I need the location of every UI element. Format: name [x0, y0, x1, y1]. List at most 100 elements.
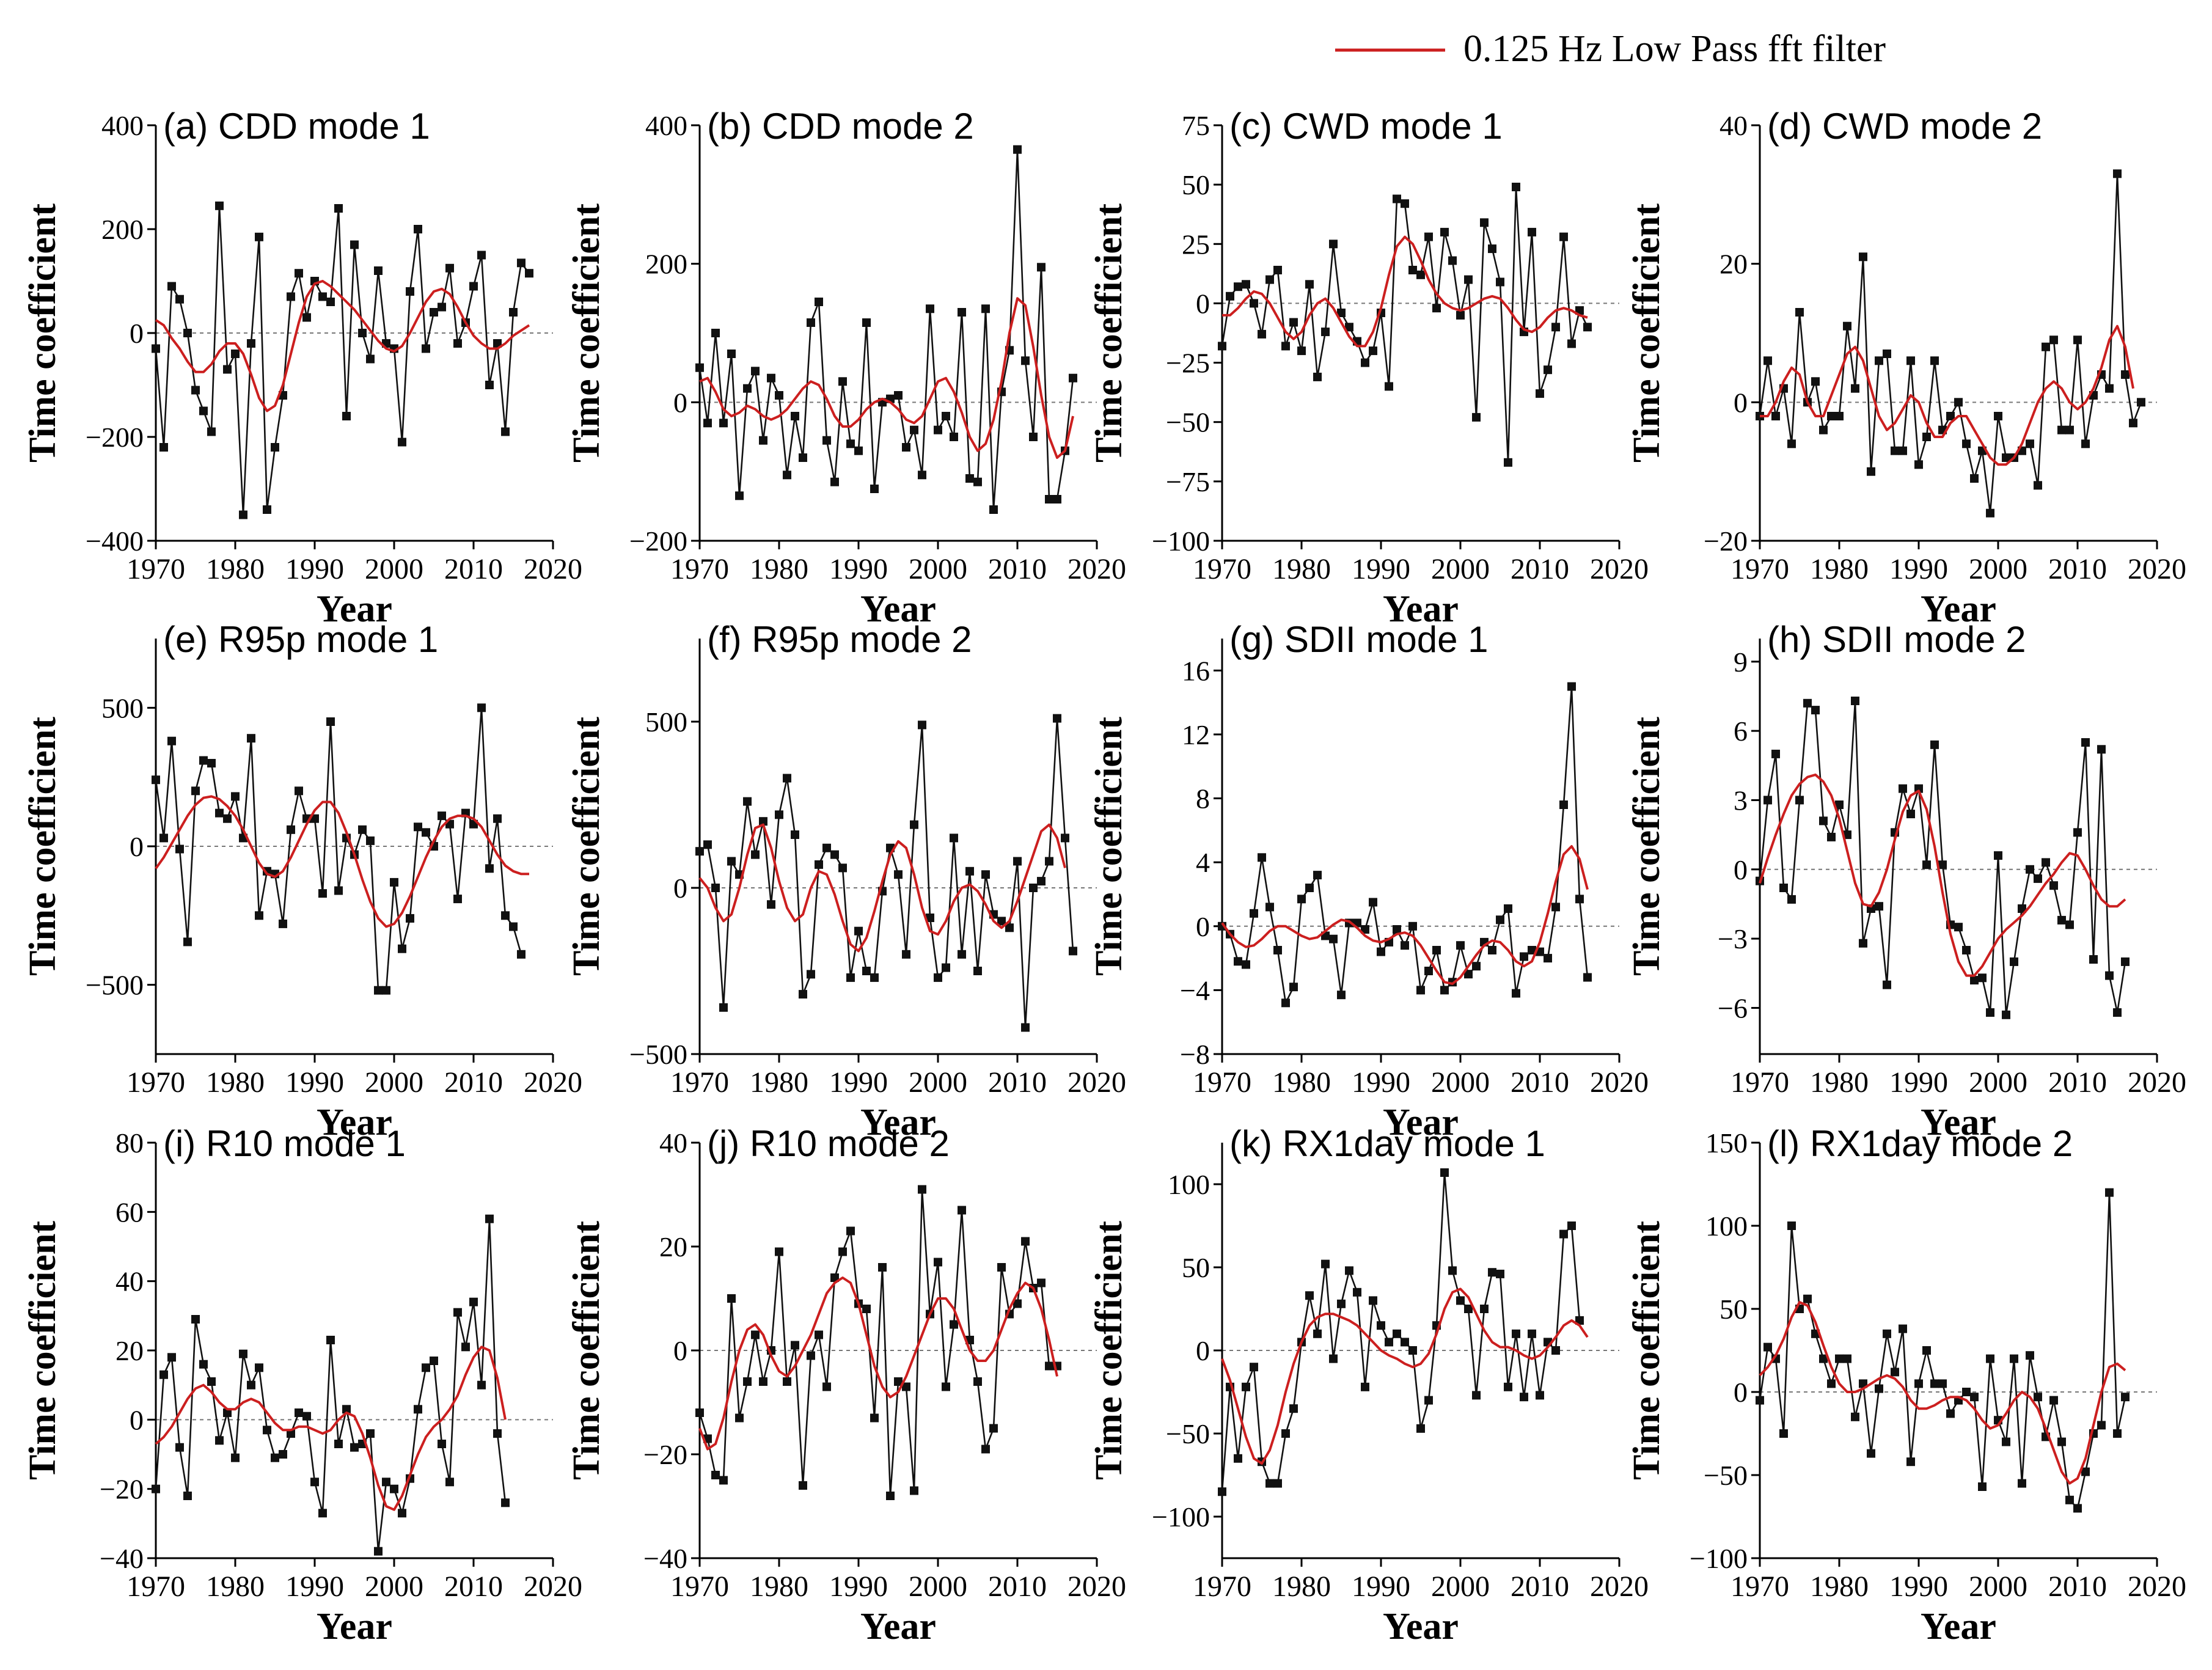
raw-series-line: [698, 1189, 1057, 1496]
raw-data-point: [894, 391, 903, 400]
y-tick-label: 0: [673, 873, 687, 904]
y-tick-label: −40: [643, 1543, 687, 1574]
x-tick-label: 2000: [909, 1570, 967, 1603]
raw-data-point: [846, 439, 855, 449]
raw-data-point: [791, 412, 799, 420]
x-tick-label: 2000: [1431, 1570, 1490, 1603]
raw-data-point: [950, 1320, 958, 1329]
y-tick-label: −20: [100, 1474, 144, 1505]
raw-data-point: [231, 792, 240, 801]
raw-data-point: [2002, 1010, 2010, 1019]
x-tick-label: 1990: [1352, 1066, 1410, 1099]
raw-data-point: [1401, 1338, 1409, 1347]
x-axis-label: Year: [860, 588, 936, 630]
raw-data-point: [239, 510, 247, 519]
raw-data-point: [223, 814, 232, 823]
raw-data-point: [1321, 1259, 1330, 1269]
raw-data-point: [1512, 1329, 1520, 1338]
raw-data-point: [735, 491, 744, 500]
raw-data-point: [318, 1509, 327, 1518]
raw-data-point: [1779, 1429, 1788, 1438]
raw-data-point: [1827, 1379, 1836, 1388]
raw-data-point: [1416, 270, 1425, 279]
y-tick-label: 0: [130, 1404, 144, 1435]
raw-data-point: [1385, 1338, 1393, 1347]
raw-data-point: [1756, 1396, 1764, 1405]
x-axis-label: Year: [1921, 1606, 1996, 1647]
raw-data-point: [1401, 941, 1409, 950]
raw-data-point: [326, 298, 335, 306]
raw-data-point: [1930, 356, 1939, 365]
raw-data-point: [1037, 877, 1046, 886]
y-tick-label: 150: [1705, 1127, 1748, 1159]
raw-data-point: [815, 298, 823, 306]
x-tick-label: 1990: [285, 1066, 344, 1099]
raw-data-point: [231, 1453, 240, 1462]
x-tick-label: 1980: [206, 1570, 265, 1603]
raw-data-point: [1851, 1412, 1859, 1421]
raw-data-point: [453, 895, 462, 904]
raw-data-point: [247, 734, 255, 743]
x-tick-label: 1980: [1272, 553, 1331, 585]
y-tick-label: 20: [115, 1335, 144, 1366]
panel-f: 1970 1980 1990 2000 2010 2020 −500 0 500 (f) R95p…: [566, 619, 1126, 1143]
raw-data-point: [695, 363, 704, 372]
raw-data-point: [1480, 218, 1489, 227]
raw-data-point: [910, 820, 918, 829]
x-tick-label: 1970: [670, 553, 729, 585]
raw-data-point: [807, 1351, 815, 1360]
raw-data-point: [1504, 904, 1512, 913]
raw-data-point: [1551, 1346, 1560, 1355]
raw-data-point: [846, 1226, 855, 1236]
raw-data-point: [1843, 1354, 1851, 1363]
raw-data-point: [422, 1363, 430, 1372]
x-tick-label: 1990: [1889, 1066, 1948, 1099]
raw-data-point: [934, 973, 942, 982]
raw-data-point: [295, 269, 303, 278]
raw-data-point: [1369, 898, 1377, 907]
raw-data-point: [1472, 412, 1481, 422]
raw-data-point: [1218, 1487, 1226, 1496]
y-tick-label: 16: [1182, 655, 1210, 686]
x-tick-label: 2010: [444, 1570, 503, 1603]
raw-data-point: [1819, 1354, 1828, 1363]
x-tick-label: 2020: [524, 553, 582, 585]
raw-data-point: [981, 870, 990, 879]
raw-data-point: [191, 386, 200, 395]
raw-data-point: [390, 1484, 398, 1493]
raw-data-point: [2105, 971, 2114, 980]
x-tick-label: 1970: [1730, 1570, 1789, 1603]
raw-data-point: [1504, 458, 1512, 467]
raw-data-point: [1994, 851, 2002, 860]
raw-data-point: [965, 866, 974, 876]
raw-data-point: [414, 822, 422, 832]
y-tick-label: 0: [1196, 288, 1210, 319]
x-tick-label: 1970: [126, 1570, 185, 1603]
y-tick-label: −200: [629, 526, 687, 557]
raw-data-point: [719, 419, 728, 428]
raw-data-point: [958, 308, 966, 317]
raw-data-point: [1234, 282, 1242, 291]
raw-data-point: [1978, 1482, 1987, 1491]
raw-data-point: [1281, 342, 1290, 351]
x-axis-label: Year: [317, 1102, 392, 1143]
raw-data-point: [1867, 467, 1875, 476]
raw-data-point: [2113, 169, 2122, 178]
y-tick-label: −25: [1166, 348, 1210, 379]
y-axis-label: Time coefficient: [1088, 203, 1130, 463]
raw-data-point: [1922, 860, 1931, 870]
raw-data-point: [1978, 973, 1987, 983]
y-tick-label: −20: [1704, 526, 1748, 557]
raw-data-point: [1069, 947, 1077, 956]
raw-data-point: [223, 1408, 232, 1417]
raw-data-point: [199, 1360, 208, 1369]
raw-data-point: [302, 1412, 311, 1421]
raw-data-point: [207, 427, 216, 436]
y-tick-label: −50: [1166, 407, 1210, 438]
raw-data-point: [167, 736, 176, 745]
raw-data-point: [271, 1453, 279, 1462]
y-tick-label: 8: [1196, 783, 1210, 815]
y-tick-label: 40: [659, 1127, 687, 1159]
y-axis-label: Time coefficient: [1088, 1221, 1130, 1480]
raw-data-point: [1906, 356, 1915, 365]
